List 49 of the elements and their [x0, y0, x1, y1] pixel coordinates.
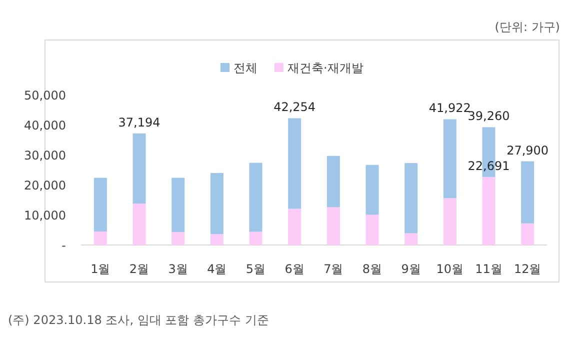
bar	[172, 178, 185, 232]
bar	[210, 173, 224, 234]
x-tick-label: 9월	[401, 262, 421, 276]
y-tick-label: 40,000	[24, 118, 66, 132]
x-tick-label: 12월	[514, 262, 542, 276]
legend-label: 전체	[234, 61, 258, 75]
data-label: 22,691	[468, 158, 510, 173]
bar	[249, 232, 262, 245]
bar	[288, 208, 302, 245]
bar	[172, 232, 185, 245]
legend-label: 재건축·재개발	[288, 61, 364, 75]
bar	[288, 118, 302, 209]
bar	[94, 178, 107, 232]
total-label: 42,254	[274, 100, 316, 114]
total-label: 37,194	[118, 115, 160, 130]
x-tick-label: 7월	[324, 262, 344, 276]
bar	[521, 161, 534, 224]
y-tick-label: 20,000	[24, 178, 66, 192]
y-tick-label: 50,000	[24, 88, 66, 102]
bar	[94, 232, 107, 245]
y-tick-label: -	[62, 238, 66, 252]
bar	[366, 214, 379, 245]
x-tick-label: 10월	[436, 262, 464, 276]
bar	[132, 204, 146, 245]
bar	[210, 234, 224, 245]
bar	[443, 119, 456, 198]
bar	[249, 162, 262, 232]
x-tick-label: 6월	[284, 262, 304, 276]
bar	[482, 176, 496, 245]
bar	[521, 223, 534, 245]
text: (단위: 가구)	[494, 20, 560, 34]
y-tick-label: 10,000	[24, 208, 66, 222]
x-tick-label: 3월	[168, 262, 188, 276]
bar	[326, 207, 340, 245]
total-label: 27,900	[506, 143, 549, 158]
x-tick-label: 1월	[90, 262, 110, 276]
bar	[132, 133, 146, 204]
bar	[366, 164, 379, 215]
x-tick-label: 2월	[129, 262, 150, 276]
text: (주) 2023.10.18 조사, 임대 포함 총가구수 기준	[8, 313, 269, 327]
bar	[443, 198, 456, 245]
x-tick-label: 4월	[207, 262, 227, 276]
bar	[404, 233, 418, 245]
bar	[404, 163, 418, 234]
x-tick-label: 11월	[475, 262, 502, 276]
x-tick-label: 8월	[362, 262, 382, 276]
bar	[326, 156, 340, 208]
y-tick-label: 30,000	[24, 148, 66, 162]
x-tick-label: 5월	[246, 262, 266, 276]
